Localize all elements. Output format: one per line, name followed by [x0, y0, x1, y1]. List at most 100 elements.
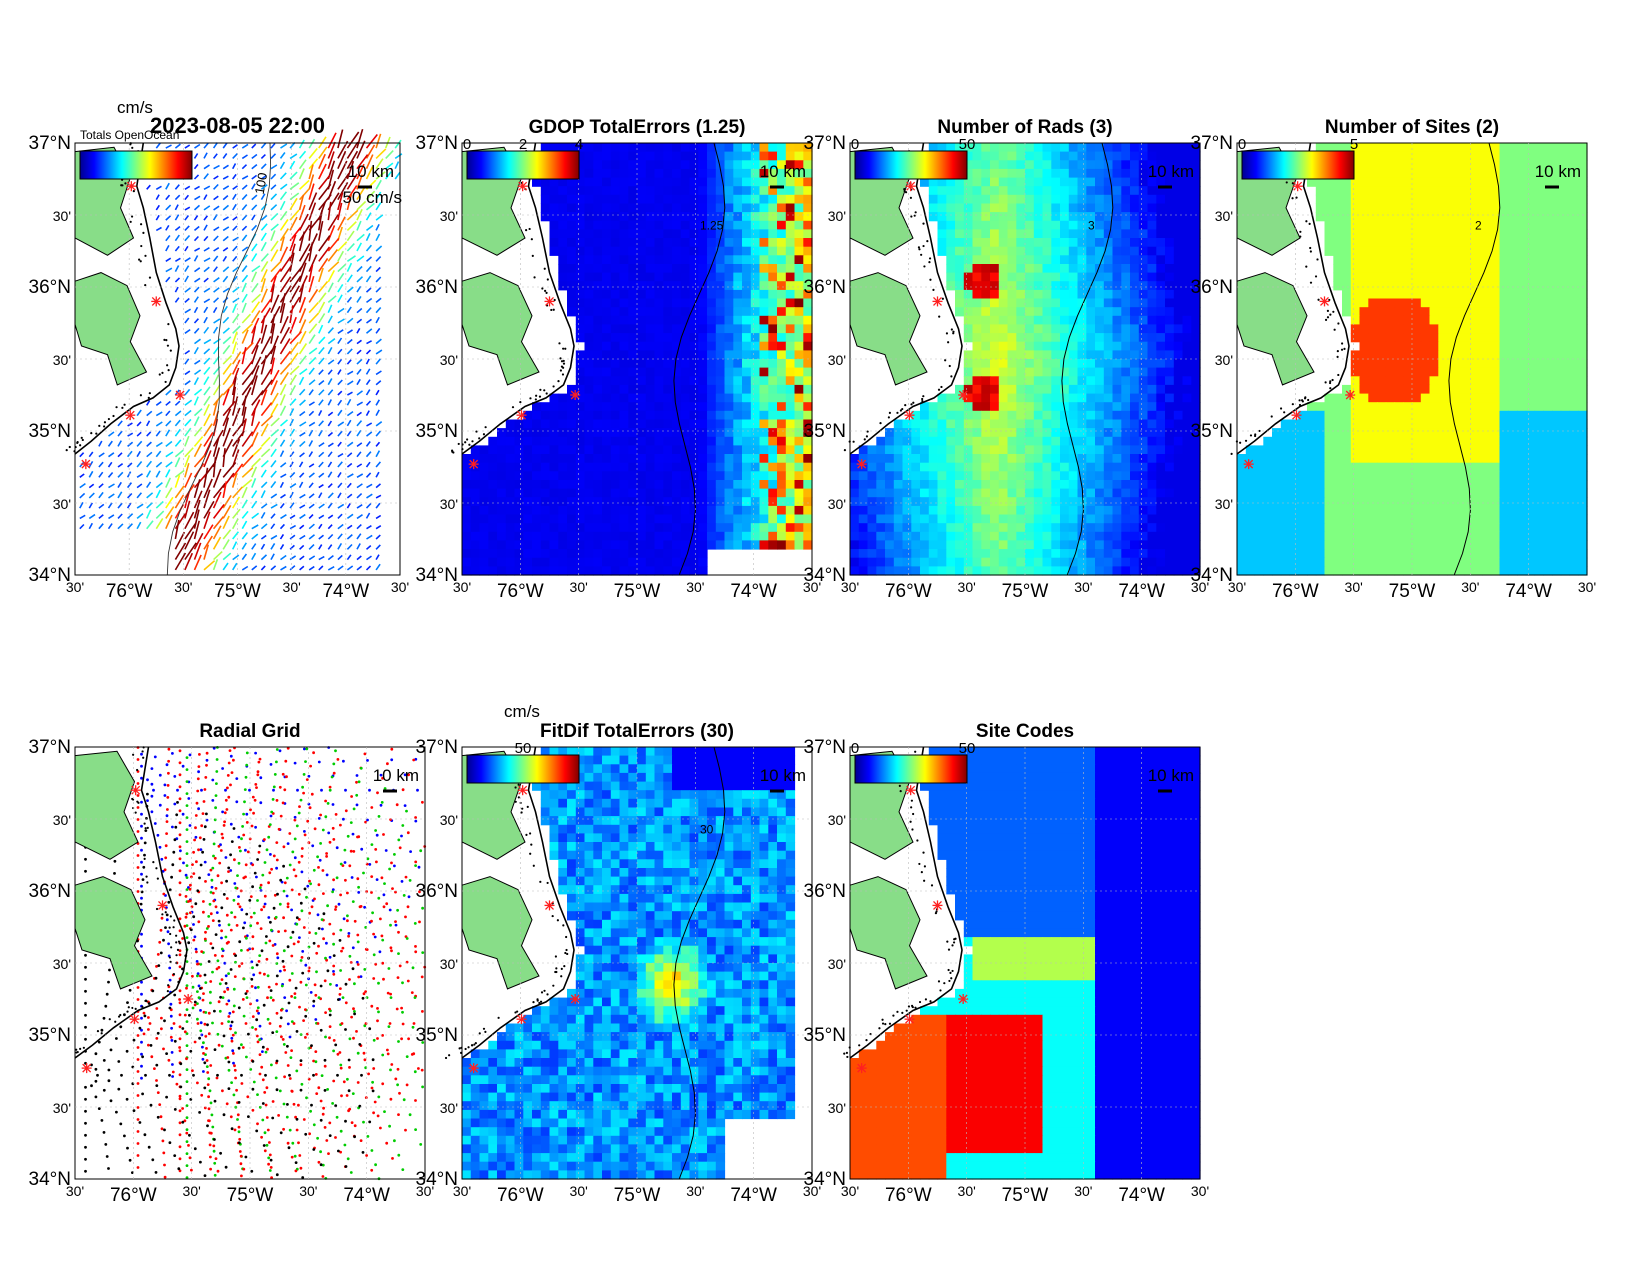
heatmap-cell — [972, 220, 982, 230]
heatmap-cell — [777, 315, 787, 325]
heatmap-cell — [955, 445, 965, 455]
heatmap-cell — [1447, 186, 1457, 196]
current-vector — [375, 461, 382, 468]
heatmap-cell — [1095, 246, 1105, 256]
heatmap-cell — [750, 540, 761, 550]
heatmap-cell — [645, 255, 656, 265]
heatmap-cell — [724, 384, 734, 395]
heatmap-cell — [610, 566, 621, 576]
heatmap-cell — [1033, 160, 1044, 170]
heatmap-cell — [1060, 194, 1070, 204]
heatmap-cell — [998, 514, 1009, 524]
current-vector — [394, 161, 400, 170]
heatmap-cell — [1138, 315, 1149, 325]
current-vector — [327, 338, 336, 345]
heatmap-cell — [698, 471, 708, 481]
heatmap-cell — [750, 212, 761, 222]
heatmap-cell — [876, 549, 886, 559]
heatmap-cell — [619, 428, 629, 438]
heatmap-cell — [497, 462, 507, 472]
heatmap-cell — [768, 272, 778, 282]
heatmap-cell — [715, 143, 726, 153]
heatmap-cell — [654, 436, 664, 446]
heatmap-cell — [724, 531, 734, 541]
heatmap-cell — [850, 480, 860, 490]
heatmap-cell — [628, 376, 638, 386]
coastline — [849, 142, 963, 455]
heatmap-cell — [707, 505, 717, 516]
heatmap-cell — [1086, 264, 1096, 274]
heatmap-cell — [733, 514, 743, 524]
heatmap-cell — [680, 497, 691, 507]
heatmap-cell — [1042, 333, 1052, 343]
heatmap-cell — [750, 307, 761, 317]
heatmap-cell — [1025, 428, 1035, 438]
heatmap-cell — [1508, 203, 1518, 213]
current-vector — [327, 544, 333, 550]
heatmap-cell — [1438, 160, 1448, 170]
heatmap-cell — [645, 410, 656, 420]
heatmap-cell — [963, 151, 974, 161]
current-vector — [318, 313, 326, 324]
heatmap-cell — [794, 505, 804, 516]
current-vector — [270, 275, 277, 293]
current-vector — [337, 202, 343, 221]
current-vector — [241, 323, 253, 334]
heatmap-cell — [955, 428, 965, 438]
heatmap-cell — [602, 436, 612, 446]
current-vector — [231, 341, 238, 355]
heatmap-cell — [1147, 212, 1157, 222]
heatmap-cell — [1333, 212, 1343, 222]
heatmap-cell — [1112, 393, 1122, 403]
current-vector — [318, 389, 325, 396]
current-vector — [193, 509, 200, 529]
heatmap-cell — [1016, 246, 1026, 256]
heatmap-cell — [567, 531, 577, 541]
current-vector — [327, 420, 333, 427]
heatmap-cell — [911, 419, 921, 429]
heatmap-cell — [1173, 531, 1184, 541]
heatmap-cell — [663, 203, 673, 213]
heatmap-cell — [867, 445, 877, 455]
current-vector — [165, 487, 173, 499]
heatmap-cell — [715, 255, 726, 265]
heatmap-cell — [928, 523, 939, 533]
island-dot — [866, 430, 869, 433]
heatmap-cell — [794, 419, 804, 429]
heatmap-cell — [497, 488, 507, 498]
heatmap-cell — [1307, 177, 1317, 187]
current-vector — [308, 523, 315, 530]
current-vector — [88, 522, 94, 530]
lon-tick-label: 74°W — [322, 581, 369, 602]
current-vector — [337, 492, 342, 499]
current-vector — [88, 502, 93, 509]
heatmap-cell — [998, 402, 1009, 412]
heatmap-cell — [1077, 566, 1087, 576]
heatmap-cell — [663, 341, 673, 351]
heatmap-cell — [1191, 315, 1201, 325]
heatmap-cell — [724, 255, 734, 265]
heatmap-cell — [575, 212, 586, 222]
island-dot — [937, 388, 941, 391]
heatmap-cell — [1016, 264, 1026, 274]
current-vector — [241, 254, 248, 262]
heatmap-cell — [1173, 289, 1184, 300]
heatmap-cell — [549, 238, 559, 248]
heatmap-cell — [1156, 307, 1166, 317]
heatmap-cell — [1156, 324, 1166, 334]
heatmap-cell — [1103, 566, 1114, 576]
heatmap-cell — [1578, 151, 1588, 161]
island-dot — [938, 315, 941, 318]
heatmap-cell — [990, 549, 1000, 559]
heatmap-cell — [1182, 350, 1192, 360]
heatmap-cell — [1368, 238, 1378, 248]
heatmap-cell — [1033, 566, 1044, 576]
heatmap-cell — [1525, 160, 1536, 170]
heatmap-cell — [715, 315, 726, 325]
current-vector — [241, 395, 247, 416]
heatmap-cell — [654, 367, 664, 377]
heatmap-cell — [584, 350, 594, 360]
current-vector — [356, 128, 364, 149]
heatmap-cell — [1051, 497, 1061, 507]
heatmap-cell — [479, 540, 489, 550]
